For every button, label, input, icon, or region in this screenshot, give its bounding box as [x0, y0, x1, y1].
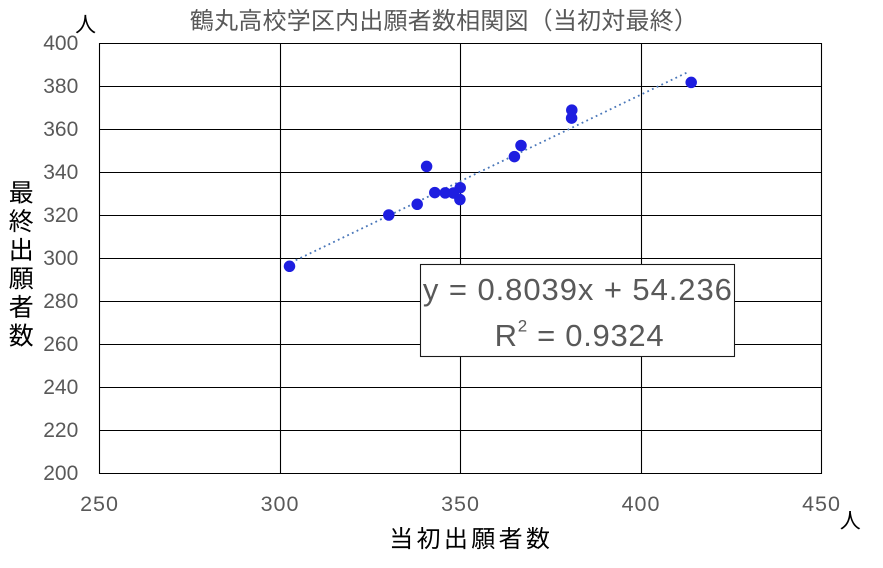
svg-text:340: 340 — [43, 161, 78, 184]
svg-text:R2 = 0.9324: R2 = 0.9324 — [495, 317, 665, 353]
svg-text:360: 360 — [43, 118, 78, 141]
svg-text:240: 240 — [43, 376, 78, 399]
svg-text:260: 260 — [43, 333, 78, 356]
svg-text:280: 280 — [43, 290, 78, 313]
svg-text:300: 300 — [43, 247, 78, 270]
svg-text:380: 380 — [43, 75, 78, 98]
svg-text:y = 0.8039x + 54.236: y = 0.8039x + 54.236 — [423, 272, 732, 307]
svg-text:220: 220 — [43, 419, 78, 442]
svg-text:450: 450 — [802, 492, 841, 516]
svg-text:320: 320 — [43, 204, 78, 227]
svg-text:400: 400 — [622, 492, 661, 516]
svg-text:350: 350 — [441, 492, 480, 516]
svg-text:250: 250 — [80, 492, 119, 516]
svg-text:200: 200 — [43, 462, 78, 485]
svg-text:400: 400 — [43, 32, 78, 55]
svg-text:300: 300 — [261, 492, 300, 516]
